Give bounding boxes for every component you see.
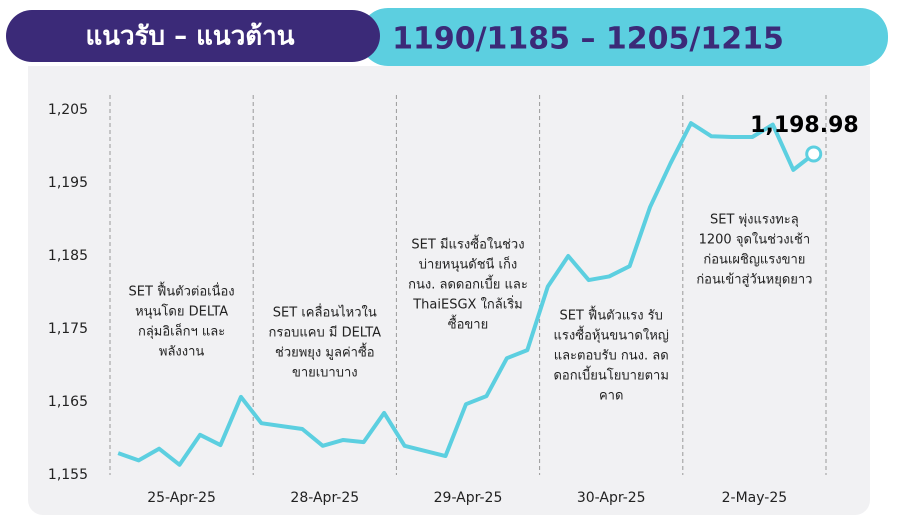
annotation: แรงซื้อหุ้นขนาดใหญ่ — [554, 326, 669, 344]
header-title: แนวรับ – แนวต้าน — [85, 22, 294, 52]
annotation: บ่ายหนุนดัชนี เก็ง — [419, 255, 517, 273]
x-tick-label: 29-Apr-25 — [434, 490, 503, 506]
annotation: ดอกเบี้ยนโยบายตาม — [553, 366, 668, 384]
y-tick-label: 1,195 — [48, 175, 88, 191]
x-tick-label: 28-Apr-25 — [290, 490, 359, 506]
annotation: กลุ่มอิเล็กฯ และ — [138, 322, 225, 340]
annotation: SET พุ่งแรงทะลุ — [710, 213, 799, 228]
series-line — [117, 121, 815, 467]
x-tick-label: 30-Apr-25 — [577, 490, 646, 506]
annotation: 1200 จุดในช่วงเช้า — [699, 232, 811, 248]
annotation: SET ฟื้นตัวแรง รับ — [559, 306, 662, 324]
annotation: ช่วยพยุง มูลค่าซื้อ — [275, 343, 375, 361]
header-pill — [6, 10, 380, 62]
header-band — [360, 8, 888, 66]
value-label: 1,198.98 — [750, 113, 859, 138]
annotation: ก่อนเข้าสู่วันหยุดยาว — [696, 273, 812, 288]
annotation: ขายเบาบาง — [292, 366, 358, 381]
annotation: ซื้อขาย — [448, 315, 488, 333]
y-tick-label: 1,185 — [48, 248, 88, 264]
y-tick-label: 1,175 — [48, 321, 88, 337]
annotation: คาด — [599, 389, 623, 404]
annotation: กรอบแคบ มี DELTA — [269, 325, 382, 341]
annotation: กนง. ลดดอกเบี้ย และ — [408, 275, 528, 293]
annotation: SET เคลื่อนไหวใน — [273, 304, 377, 321]
annotation: ก่อนเผชิญแรงขาย — [703, 253, 805, 268]
end-marker — [805, 145, 823, 163]
y-tick-label: 1,205 — [48, 102, 88, 118]
annotation: SET มีแรงซื้อในช่วง — [411, 235, 524, 253]
annotation: และตอบรับ กนง. ลด — [554, 349, 669, 364]
annotation: พลังงาน — [159, 345, 205, 360]
annotation: SET ฟื้นตัวต่อเนื่อง — [129, 282, 235, 300]
annotation: ThaiESGX ใกล้เริ่ม — [412, 296, 523, 313]
header-levels: 1190/1185 – 1205/1215 — [392, 22, 784, 57]
x-tick-label: 2-May-25 — [722, 490, 788, 506]
y-tick-label: 1,165 — [48, 394, 88, 410]
y-tick-label: 1,155 — [48, 467, 88, 483]
x-tick-label: 25-Apr-25 — [147, 490, 216, 506]
annotation: หนุนโดย DELTA — [135, 304, 228, 320]
